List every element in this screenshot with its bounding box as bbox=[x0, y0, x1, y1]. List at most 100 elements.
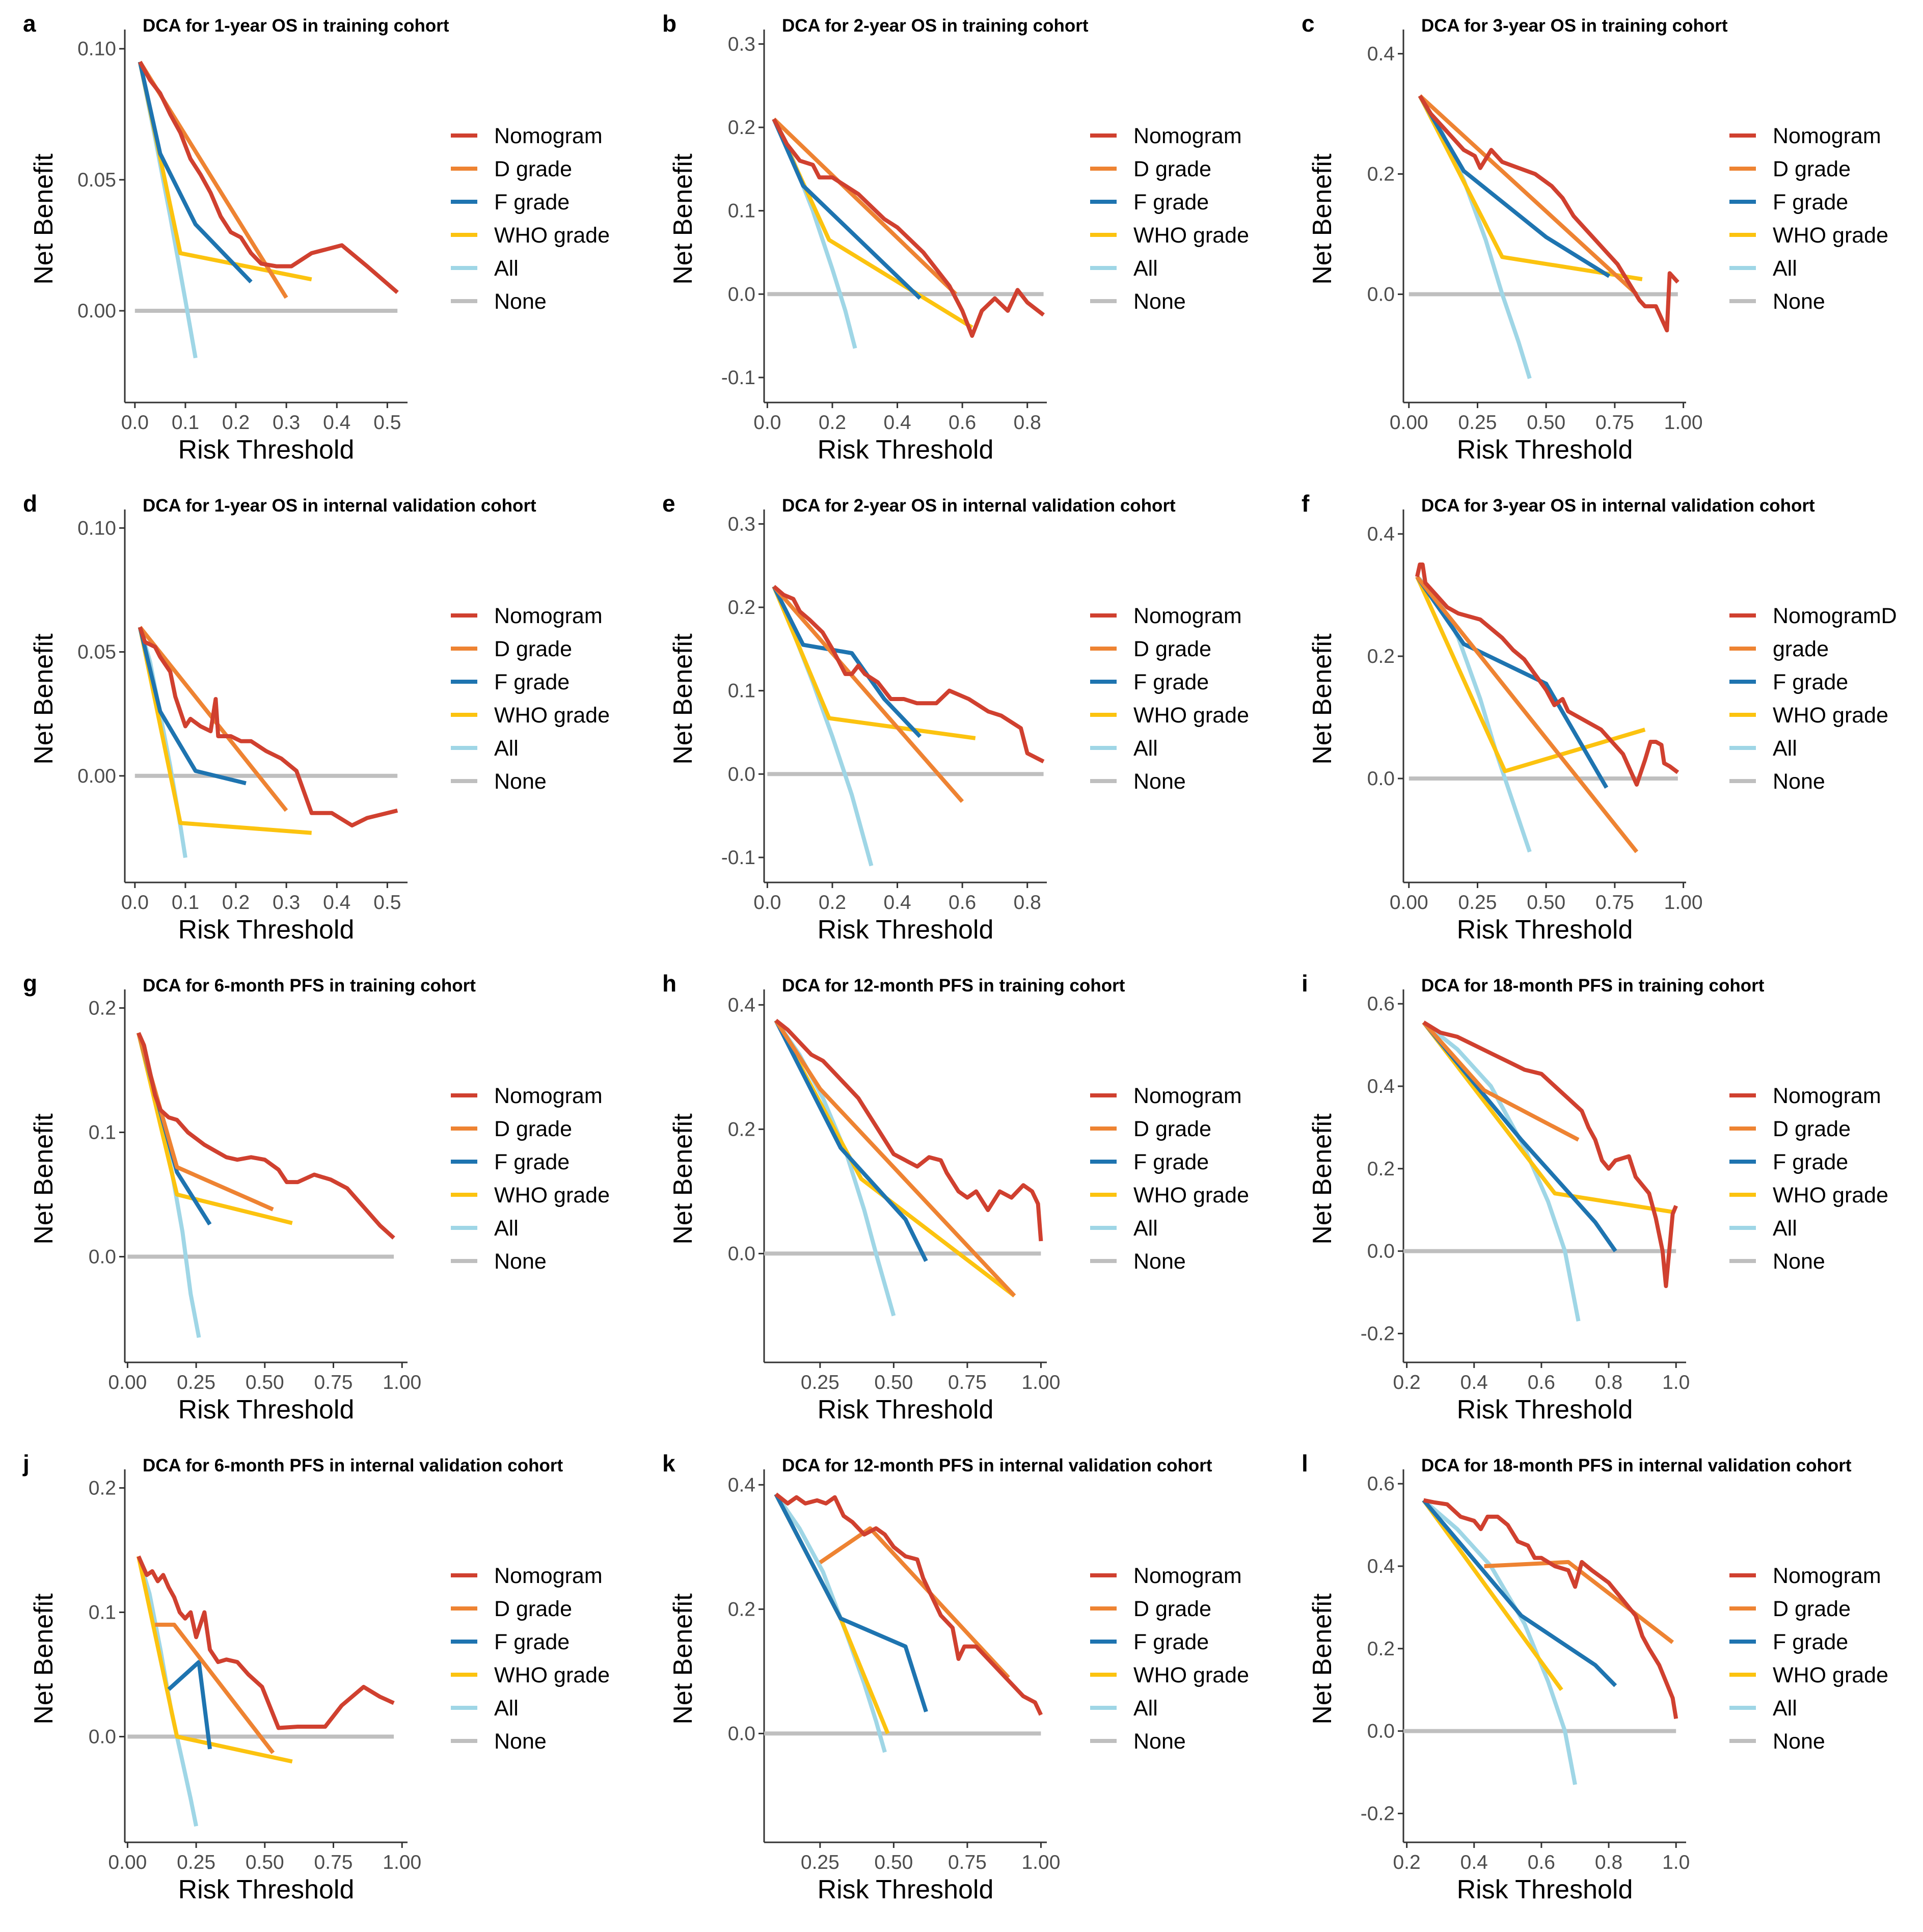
legend-label: Nomogram bbox=[494, 1564, 603, 1588]
legend-label: All bbox=[1133, 256, 1158, 281]
legend-label: WHO grade bbox=[1133, 703, 1249, 728]
panel-a: a DCA for 1-year OS in training cohort 0.0… bbox=[23, 10, 610, 465]
legend-label: WHO grade bbox=[1133, 1663, 1249, 1687]
legend-label: All bbox=[1133, 1216, 1158, 1241]
series-nomogram-line bbox=[137, 1032, 395, 1240]
y-tick-label: 0.05 bbox=[77, 169, 116, 191]
x-tick-label: 0.4 bbox=[323, 892, 350, 914]
x-axis-label: Risk Threshold bbox=[818, 1875, 994, 1904]
legend-label: F grade bbox=[1133, 670, 1209, 694]
x-tick-label: 0.2 bbox=[819, 892, 846, 914]
panel-f: f DCA for 3-year OS in internal validatio… bbox=[1302, 490, 1897, 945]
legend-label: F grade bbox=[1773, 670, 1848, 694]
y-tick-label: 0.00 bbox=[77, 765, 116, 787]
y-axis-label: Net Benefit bbox=[668, 1113, 698, 1245]
legend-label: F grade bbox=[1133, 190, 1209, 214]
legend-label: F grade bbox=[1773, 1630, 1848, 1654]
x-axis-label: Risk Threshold bbox=[818, 435, 994, 465]
series-f-grade-line bbox=[138, 626, 247, 786]
series-who-grade-line bbox=[1422, 1021, 1673, 1214]
panel-label: a bbox=[23, 10, 36, 37]
panel-title: DCA for 18-month PFS in internal validat… bbox=[1421, 1456, 1852, 1475]
panel-h: h DCA for 12-month PFS in training cohort… bbox=[662, 970, 1249, 1425]
legend-label: All bbox=[1773, 736, 1797, 761]
panel-title: DCA for 6-month PFS in internal validati… bbox=[143, 1456, 563, 1475]
legend-label: None bbox=[1133, 1729, 1186, 1754]
x-tick-label: 1.00 bbox=[383, 1372, 421, 1393]
panel-label: i bbox=[1302, 970, 1308, 997]
x-tick-label: 0.00 bbox=[108, 1372, 147, 1393]
x-tick-label: 0.25 bbox=[801, 1852, 839, 1873]
legend-label: WHO grade bbox=[494, 223, 610, 248]
series-nomogram-line bbox=[1415, 562, 1680, 787]
y-tick-label: 0.0 bbox=[1367, 284, 1395, 306]
series-who-grade-line bbox=[772, 585, 976, 740]
y-tick-label: 0.6 bbox=[1367, 1473, 1395, 1495]
series-d-grade-line bbox=[1418, 94, 1638, 296]
legend-label: None bbox=[1773, 769, 1825, 794]
legend-label: Nomogram bbox=[1133, 1084, 1242, 1108]
y-tick-label: 0.0 bbox=[728, 763, 755, 785]
series-f-grade-line bbox=[1415, 575, 1609, 789]
y-tick-label: 0.0 bbox=[1367, 1721, 1395, 1742]
x-tick-label: 0.6 bbox=[949, 412, 976, 434]
panel-title: DCA for 18-month PFS in training cohort bbox=[1421, 976, 1765, 996]
legend-label: F grade bbox=[1773, 190, 1848, 214]
x-tick-label: 0.00 bbox=[108, 1852, 147, 1873]
y-tick-label: 0.0 bbox=[1367, 1241, 1395, 1263]
legend-label: F grade bbox=[494, 1150, 570, 1174]
x-tick-label: 0.0 bbox=[753, 892, 781, 914]
x-tick-label: 0.25 bbox=[1458, 412, 1497, 434]
y-tick-label: 0.2 bbox=[1367, 1158, 1395, 1180]
series-nomogram-line bbox=[1422, 1021, 1678, 1289]
series-d-grade-line bbox=[1484, 1560, 1674, 1644]
x-tick-label: 0.00 bbox=[1390, 412, 1428, 434]
x-axis-label: Risk Threshold bbox=[178, 1395, 355, 1425]
panel-label: h bbox=[662, 970, 676, 997]
panel-title: DCA for 2-year OS in training cohort bbox=[782, 16, 1089, 36]
x-tick-label: 0.50 bbox=[246, 1372, 284, 1393]
x-axis-label: Risk Threshold bbox=[178, 915, 355, 945]
legend-label: F grade bbox=[1133, 1630, 1209, 1654]
panel-title: DCA for 1-year OS in training cohort bbox=[143, 16, 449, 36]
x-tick-label: 0.0 bbox=[121, 412, 149, 434]
legend-label: D grade bbox=[494, 1117, 572, 1141]
y-tick-label: 0.3 bbox=[728, 33, 755, 55]
y-tick-label: 0.6 bbox=[1367, 993, 1395, 1015]
y-tick-label: 0.2 bbox=[1367, 646, 1395, 667]
series-d-grade-line bbox=[1415, 575, 1639, 853]
series-all-line bbox=[772, 585, 874, 867]
y-tick-label: 0.0 bbox=[728, 1243, 755, 1265]
x-tick-label: 0.4 bbox=[323, 412, 350, 434]
legend-label: F grade bbox=[494, 1630, 570, 1654]
y-tick-label: 0.2 bbox=[728, 117, 755, 139]
x-tick-label: 1.00 bbox=[1664, 412, 1703, 434]
y-axis-label: Net Benefit bbox=[29, 1113, 59, 1245]
series-f-grade-line bbox=[772, 585, 922, 738]
legend-label: D grade bbox=[1133, 1117, 1211, 1141]
x-tick-label: 1.00 bbox=[1664, 892, 1703, 914]
legend-label: D grade bbox=[1133, 157, 1211, 181]
y-tick-label: 0.0 bbox=[89, 1246, 116, 1268]
legend-label: Nomogram bbox=[1773, 1084, 1881, 1108]
legend-label: D grade bbox=[1773, 157, 1851, 181]
x-tick-label: 0.75 bbox=[1595, 412, 1634, 434]
y-tick-label: 0.0 bbox=[89, 1726, 116, 1748]
x-tick-label: 0.6 bbox=[949, 892, 976, 914]
y-tick-label: -0.1 bbox=[721, 367, 755, 389]
legend-label: WHO grade bbox=[1133, 223, 1249, 248]
x-tick-label: 0.25 bbox=[177, 1372, 215, 1393]
x-tick-label: 1.00 bbox=[1021, 1852, 1060, 1873]
x-tick-label: 1.00 bbox=[383, 1852, 421, 1873]
legend-label: WHO grade bbox=[494, 1663, 610, 1687]
series-d-grade-line bbox=[772, 585, 964, 803]
panel-title: DCA for 6-month PFS in training cohort bbox=[143, 976, 476, 996]
series-who-grade-line bbox=[138, 627, 312, 835]
legend-label: Nomogram bbox=[1133, 604, 1242, 628]
legend-label: WHO grade bbox=[1773, 223, 1888, 248]
y-axis-label: Net Benefit bbox=[29, 1593, 59, 1725]
legend-label: Nomogram bbox=[494, 604, 603, 628]
x-tick-label: 0.50 bbox=[874, 1372, 913, 1393]
y-tick-label: -0.1 bbox=[721, 847, 755, 869]
x-tick-label: 0.50 bbox=[874, 1852, 913, 1873]
